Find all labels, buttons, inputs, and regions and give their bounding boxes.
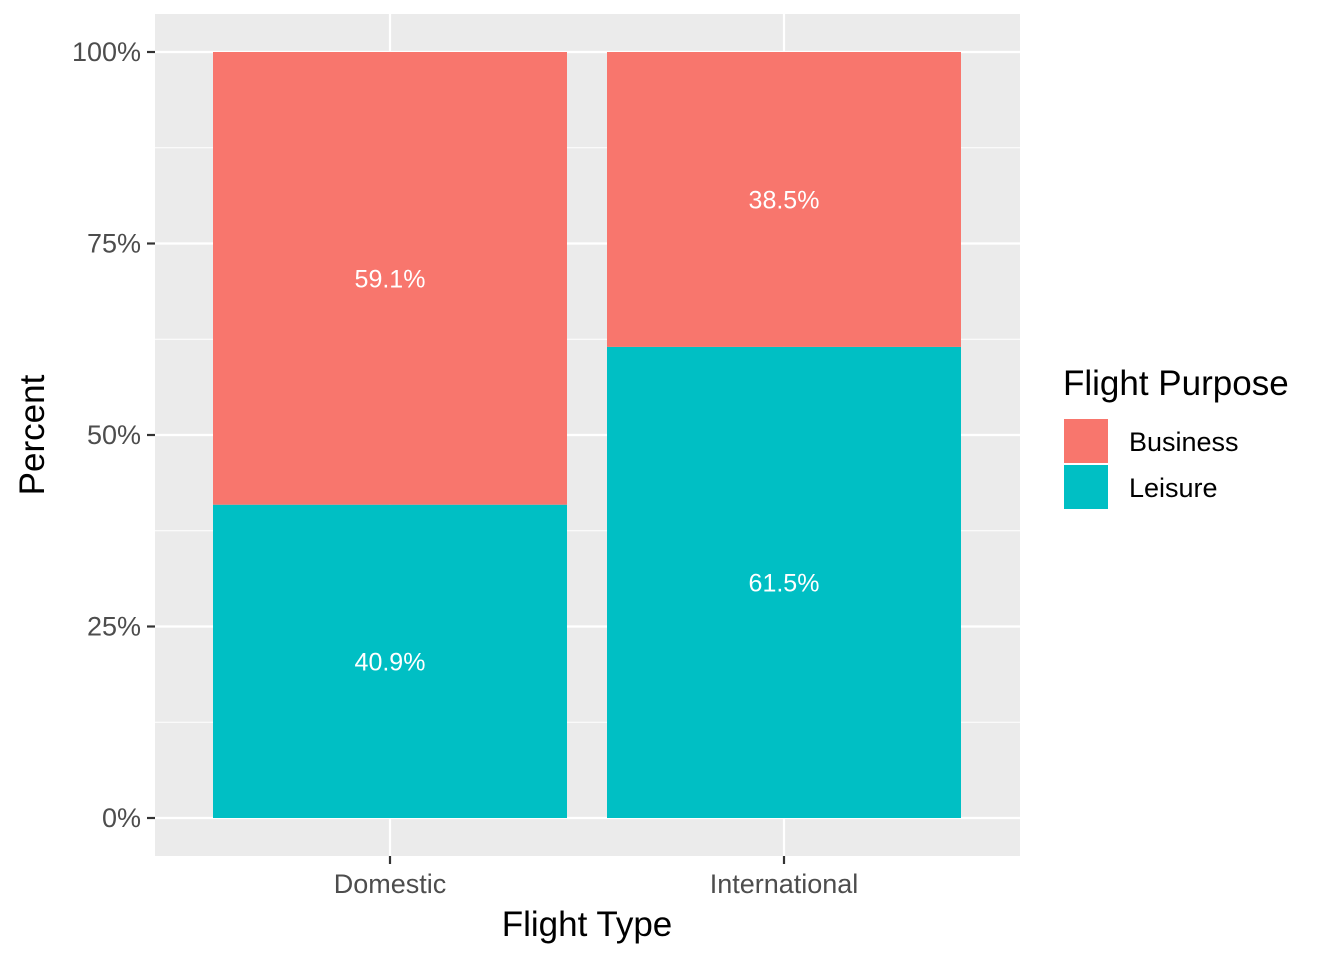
y-tick-label: 0%: [102, 803, 141, 833]
bar-label: 59.1%: [355, 265, 426, 293]
y-tick-label: 100%: [72, 37, 141, 67]
bar-leisure: [607, 346, 961, 818]
x-tick-label: International: [710, 869, 859, 899]
legend-key-business: [1064, 419, 1108, 463]
legend-key-leisure: [1064, 465, 1108, 509]
bar-leisure: [213, 504, 567, 818]
y-tick-label: 50%: [87, 420, 141, 450]
y-axis-title: Percent: [13, 374, 52, 495]
x-axis-title: Flight Type: [502, 905, 673, 944]
legend-title: Flight Purpose: [1063, 364, 1289, 403]
bar-business: [213, 52, 567, 505]
legend-label: Business: [1129, 427, 1239, 457]
legend-label: Leisure: [1129, 473, 1218, 503]
y-tick-label: 25%: [87, 612, 141, 642]
x-axis: Domestic International: [334, 856, 859, 899]
bar-label: 38.5%: [749, 186, 820, 214]
bars: [213, 52, 961, 818]
x-tick-label: Domestic: [334, 869, 447, 899]
legend-items: Business Leisure: [1064, 419, 1239, 509]
bar-labels: 40.9% 59.1% 61.5% 38.5%: [355, 186, 820, 676]
bar-business: [607, 52, 961, 347]
bar-label: 40.9%: [355, 648, 426, 676]
y-tick-label: 75%: [87, 229, 141, 259]
y-axis: 0% 25% 50% 75% 100%: [72, 37, 155, 833]
bar-label: 61.5%: [749, 569, 820, 597]
legend: Flight Purpose Business Leisure: [1063, 364, 1289, 509]
